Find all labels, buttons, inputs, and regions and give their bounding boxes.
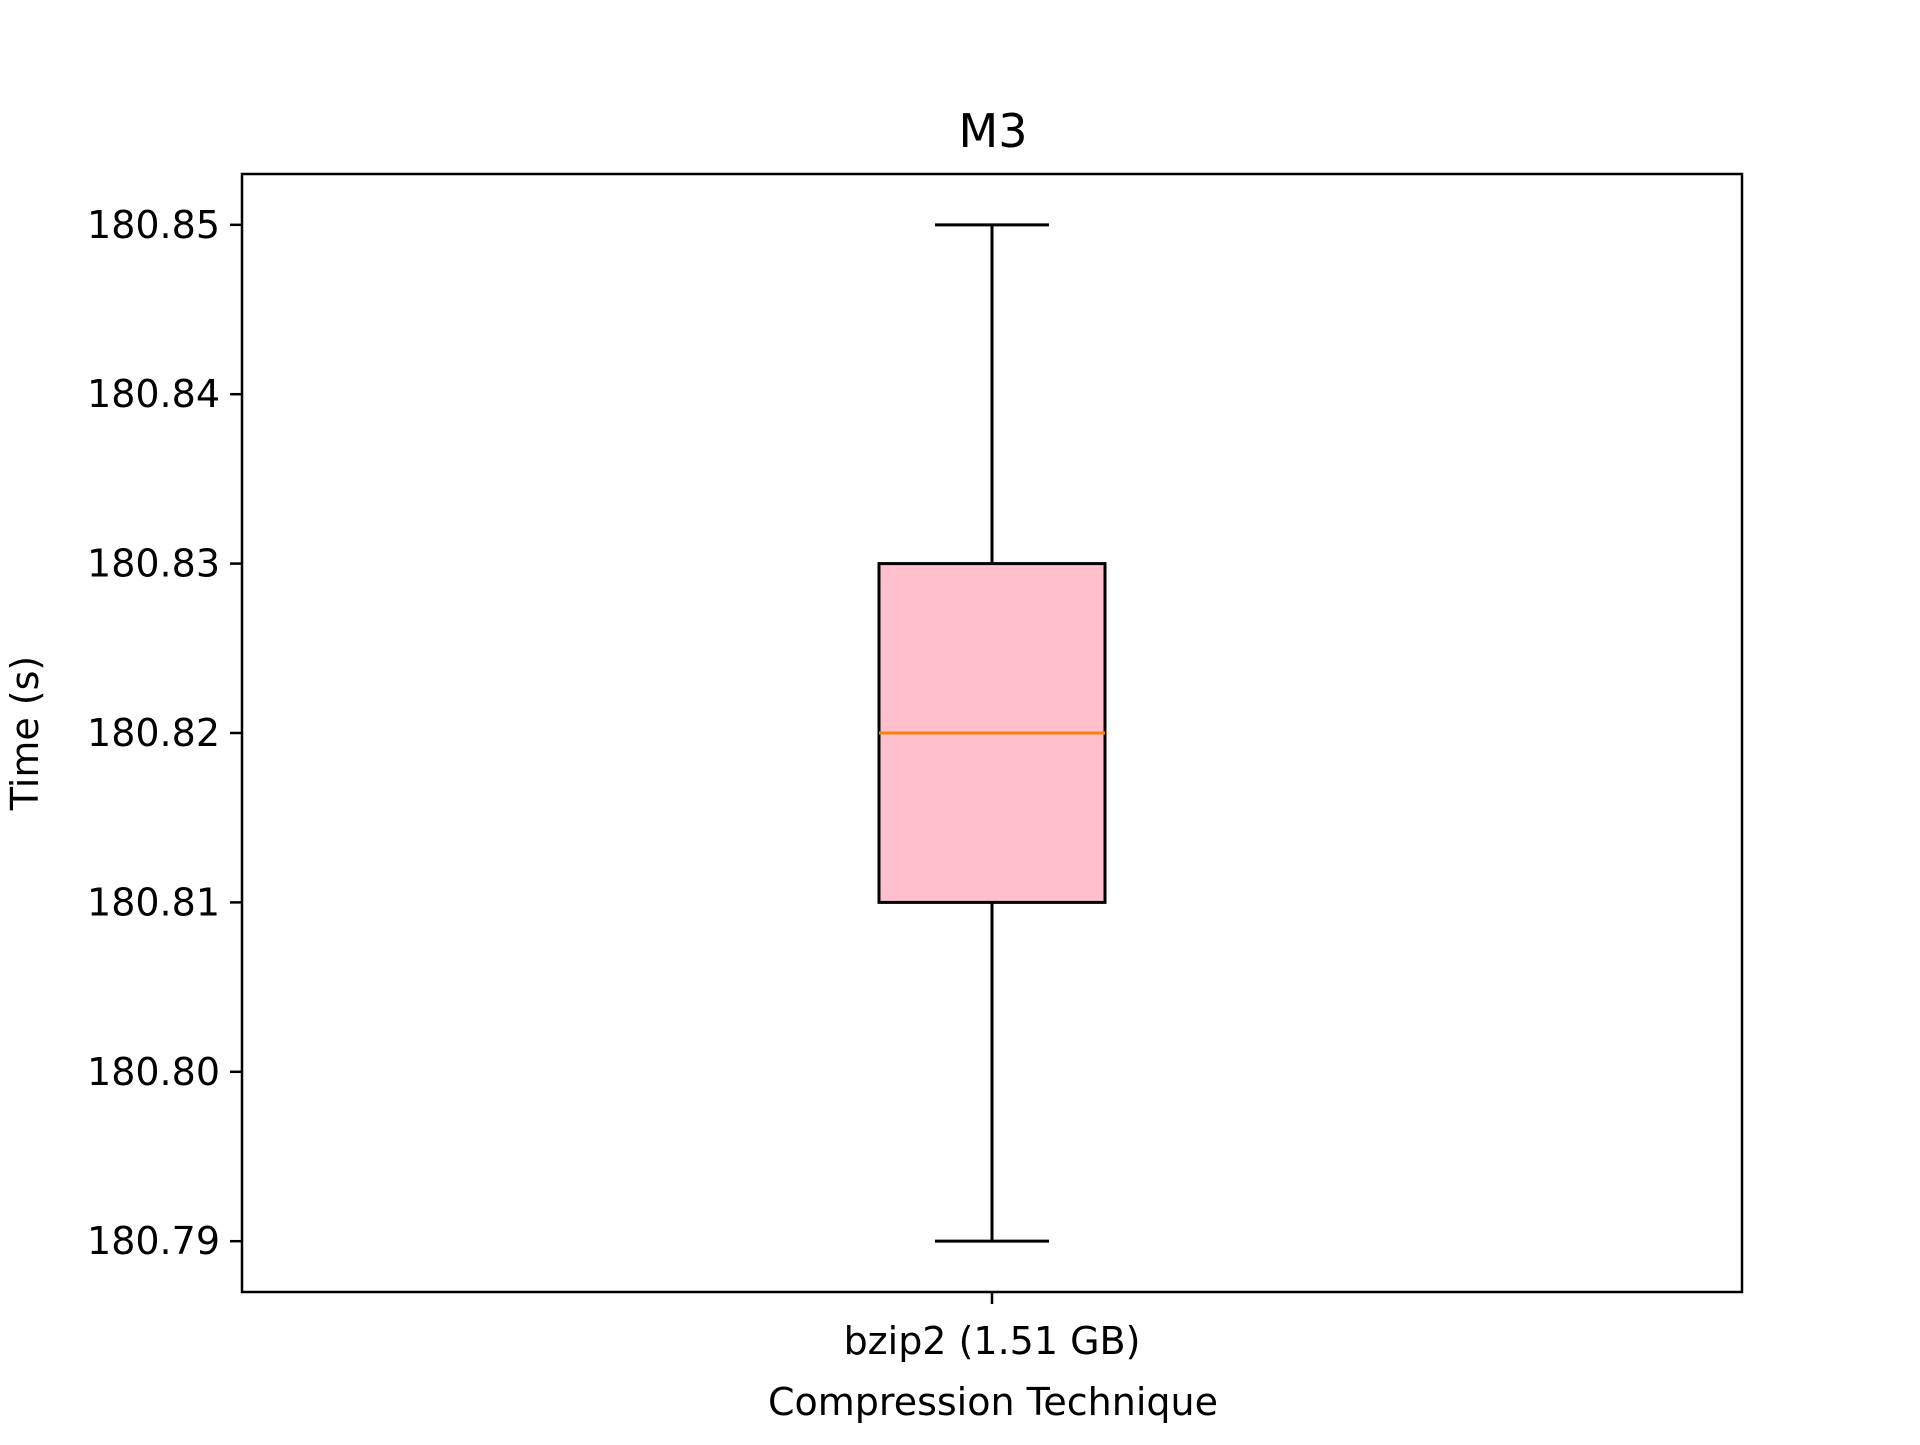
y-tick-label: 180.81 (87, 880, 220, 924)
y-tick-label: 180.84 (87, 372, 220, 416)
x-axis-label: Compression Technique (768, 1380, 1218, 1424)
y-axis-label: Time (s) (3, 656, 47, 812)
plot-area: 180.79 180.80 180.81 180.82 180.83 180.84 180.… (87, 172, 1744, 1363)
y-tick-label: 180.85 (87, 203, 220, 247)
plot-frame (240, 172, 1744, 1294)
y-tick-label: 180.79 (87, 1219, 220, 1263)
chart-title: M3 (959, 104, 1028, 158)
y-tick-label: 180.80 (87, 1050, 220, 1094)
y-tick-label: 180.82 (87, 711, 220, 755)
x-tick-label: bzip2 (1.51 GB) (844, 1319, 1141, 1363)
y-tick-label: 180.83 (87, 542, 220, 586)
